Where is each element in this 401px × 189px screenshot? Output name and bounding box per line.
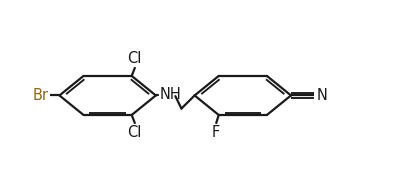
Text: N: N [316, 88, 327, 103]
Text: Cl: Cl [128, 51, 142, 66]
Text: Br: Br [32, 88, 48, 103]
Text: F: F [212, 125, 221, 140]
Text: Cl: Cl [128, 125, 142, 140]
Text: NH: NH [160, 87, 181, 102]
